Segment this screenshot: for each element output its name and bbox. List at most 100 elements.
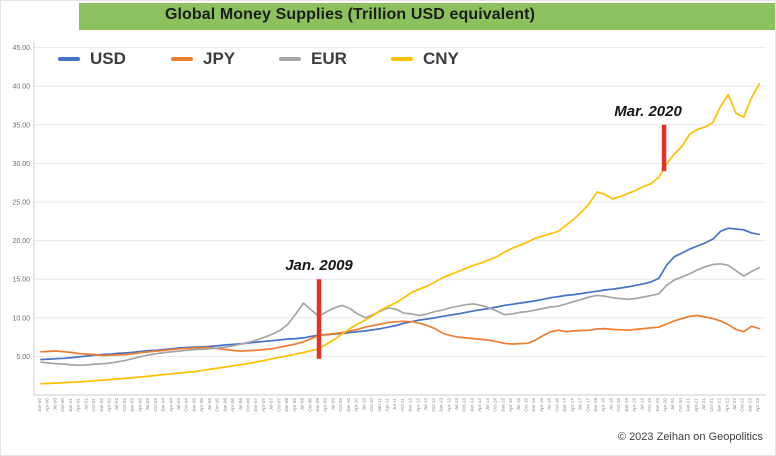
x-tick-label: Jul-00 (52, 398, 57, 411)
y-tick-label: 45.00 (12, 45, 30, 52)
x-tick-label: Apr-03 (137, 398, 142, 412)
x-tick-label: Jan-03 (130, 398, 135, 412)
x-tick-label: Oct-19 (647, 398, 652, 412)
x-tick-label: Apr-23 (755, 398, 760, 412)
chart-legend: USD JPY EUR CNY (1, 49, 501, 71)
x-tick-label: Apr-01 (76, 398, 81, 412)
legend-item-jpy: JPY (171, 49, 235, 69)
legend-item-cny: CNY (391, 49, 459, 69)
x-tick-label: Apr-04 (168, 398, 173, 412)
x-tick-label: Oct-04 (184, 398, 189, 412)
x-tick-label: Jan-18 (593, 398, 598, 412)
x-tick-label: Oct-05 (215, 398, 220, 412)
cny-line-swatch (391, 57, 413, 61)
x-tick-label: Oct-09 (338, 398, 343, 412)
x-tick-label: Apr-00 (45, 398, 50, 412)
x-tick-label: Jul-05 (207, 398, 212, 411)
jpy-line-swatch (171, 57, 193, 61)
x-tick-label: Apr-18 (601, 398, 606, 412)
x-tick-label: Oct-06 (246, 398, 251, 412)
x-tick-label: Jul-18 (609, 398, 614, 411)
x-tick-label: Jul-11 (392, 398, 397, 411)
x-tick-label: Oct-11 (400, 398, 405, 412)
x-tick-label: Apr-12 (415, 398, 420, 412)
x-tick-label: Apr-16 (539, 398, 544, 412)
usd-line (40, 227, 761, 361)
x-tick-label: Apr-08 (292, 398, 297, 412)
x-tick-label: Jul-07 (269, 398, 274, 411)
x-tick-label: Apr-10 (354, 398, 359, 412)
x-tick-label: Oct-01 (91, 398, 96, 412)
x-tick-label: Jul-14 (485, 398, 490, 411)
x-tick-label: Oct-21 (709, 398, 714, 412)
x-tick-label: Oct-13 (462, 398, 467, 412)
y-tick-label: 10.00 (12, 315, 30, 322)
x-tick-label: Jul-04 (176, 398, 181, 411)
x-tick-label: Jul-20 (670, 398, 675, 411)
x-tick-label: Jul-12 (423, 398, 428, 411)
x-tick-label: Apr-20 (663, 398, 668, 412)
x-tick-label: Jul-21 (701, 398, 706, 411)
y-tick-label: 20.00 (12, 238, 30, 245)
y-tick-label: 15.00 (12, 277, 30, 284)
x-tick-label: Apr-09 (323, 398, 328, 412)
x-tick-label: Jul-19 (639, 398, 644, 411)
x-tick-label: Apr-14 (477, 398, 482, 412)
eur-line-swatch (279, 57, 301, 61)
x-tick-label: Jan-00 (37, 398, 42, 412)
x-tick-label: Oct-16 (554, 398, 559, 412)
x-tick-label: Jan-20 (655, 398, 660, 412)
x-tick-label: Jan-13 (439, 398, 444, 412)
x-tick-label: Jan-04 (161, 398, 166, 412)
x-tick-label: Oct-12 (431, 398, 436, 412)
copyright-text: © 2023 Zeihan on Geopolitics (617, 431, 763, 443)
x-tick-label: Jan-10 (346, 398, 351, 412)
x-tick-label: Jan-01 (68, 398, 73, 412)
x-tick-label: Oct-08 (307, 398, 312, 412)
x-tick-label: Jul-01 (83, 398, 88, 411)
x-tick-label: Jan-14 (470, 398, 475, 412)
x-tick-label: Apr-05 (199, 398, 204, 412)
x-tick-label: Jan-06 (222, 398, 227, 412)
x-tick-label: Oct-15 (524, 398, 529, 412)
x-tick-label: Jul-15 (516, 398, 521, 411)
x-tick-label: Jan-23 (748, 398, 753, 412)
x-tick-label: Jan-17 (562, 398, 567, 412)
x-tick-label: Jul-16 (547, 398, 552, 411)
chart-title: Global Money Supplies (Trillion USD equi… (164, 6, 536, 23)
legend-label-jpy: JPY (203, 49, 236, 68)
x-tick-label: Jul-10 (361, 398, 366, 411)
x-tick-label: Oct-02 (122, 398, 127, 412)
title-bar (79, 3, 775, 30)
y-tick-label: 30.00 (12, 161, 30, 168)
cny-line (40, 83, 761, 385)
x-tick-label: Oct-03 (153, 398, 158, 412)
x-tick-label: Apr-11 (385, 398, 390, 412)
x-tick-label: Apr-21 (693, 398, 698, 412)
annotation-label: Jan. 2009 (285, 257, 353, 274)
usd-line-swatch (58, 57, 80, 61)
x-tick-label: Oct-07 (276, 398, 281, 412)
x-tick-label: Apr-15 (508, 398, 513, 412)
y-tick-label: 35.00 (12, 122, 30, 129)
x-tick-label: Jan-12 (408, 398, 413, 412)
x-tick-label: Jan-22 (717, 398, 722, 412)
x-tick-label: Jul-02 (114, 398, 119, 411)
x-tick-label: Oct-14 (493, 398, 498, 412)
x-tick-label: Jan-09 (315, 398, 320, 412)
x-tick-label: Apr-07 (261, 398, 266, 412)
legend-item-usd: USD (58, 49, 126, 69)
legend-label-usd: USD (90, 49, 126, 68)
x-tick-label: Apr-13 (446, 398, 451, 412)
x-tick-label: Jan-07 (253, 398, 258, 412)
legend-item-eur: EUR (279, 49, 347, 69)
x-tick-label: Oct-00 (60, 398, 65, 412)
x-tick-label: Jan-02 (99, 398, 104, 412)
x-tick-label: Jan-19 (624, 398, 629, 412)
y-tick-label: 40.00 (12, 84, 30, 91)
x-tick-label: Oct-22 (740, 398, 745, 412)
x-tick-label: Oct-20 (678, 398, 683, 412)
x-tick-label: Apr-06 (230, 398, 235, 412)
